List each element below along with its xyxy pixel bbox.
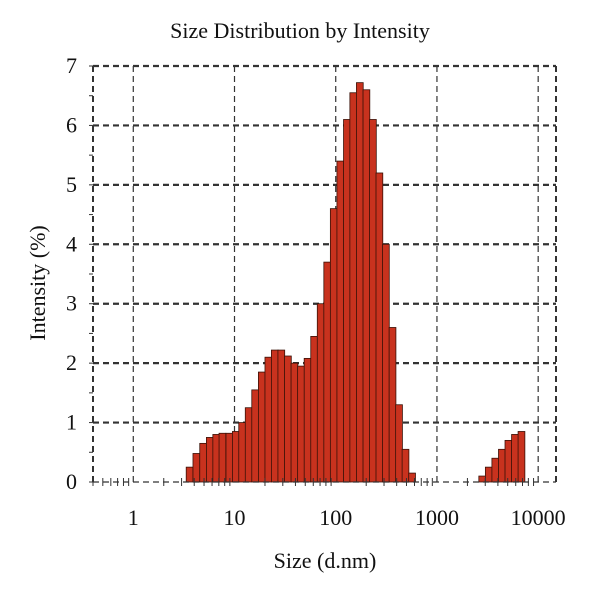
histogram-bar: [297, 365, 305, 483]
histogram-bar: [401, 448, 410, 483]
histogram-bar: [369, 119, 377, 483]
histogram-bar: [264, 356, 273, 483]
histogram-bar: [238, 422, 246, 483]
histogram-bar: [395, 404, 403, 483]
histogram-bar: [349, 92, 358, 483]
histogram-bar: [336, 160, 345, 483]
histogram-bar: [316, 303, 325, 483]
histogram-bar: [504, 439, 513, 483]
histogram-bar: [478, 475, 487, 483]
histogram-bar: [185, 466, 194, 483]
histogram-bar: [212, 434, 221, 483]
y-tick-label: 6: [66, 112, 77, 137]
histogram-bar: [257, 371, 266, 483]
histogram-bar: [343, 119, 351, 483]
y-tick-label: 1: [66, 410, 77, 435]
y-tick-label: 4: [66, 231, 77, 256]
histogram-bar: [244, 407, 253, 483]
histogram-bar: [498, 448, 506, 483]
histogram-bar: [251, 389, 259, 483]
histogram-bar: [382, 243, 390, 483]
y-tick-label: 2: [66, 350, 77, 375]
histogram-bar: [517, 431, 526, 483]
histogram-bar: [408, 472, 416, 483]
x-axis-label: Size (d.nm): [273, 548, 377, 573]
histogram-bar: [375, 172, 384, 483]
histogram-bar: [303, 357, 312, 483]
x-tick-label: 1: [128, 505, 139, 530]
y-tick-label: 5: [66, 172, 77, 197]
x-tick-label: 100: [319, 505, 352, 530]
histogram-bar: [206, 437, 214, 483]
y-tick-label: 3: [66, 291, 77, 316]
histogram-bar: [484, 466, 493, 483]
x-tick-label: 10000: [511, 505, 566, 530]
histogram-bar: [329, 208, 338, 483]
histogram-bar: [218, 432, 227, 483]
histogram-bar: [199, 442, 207, 483]
histogram-bar: [356, 82, 364, 483]
histogram-bar: [232, 431, 240, 483]
histogram-bar: [362, 89, 371, 483]
histogram-bar: [290, 362, 299, 483]
histogram-bar: [270, 349, 279, 483]
histogram-bar: [511, 434, 519, 483]
x-tick-label: 10: [224, 505, 246, 530]
histogram-bar: [388, 327, 397, 483]
histogram-bar: [284, 355, 292, 483]
histogram-bar: [310, 335, 318, 483]
y-tick-label: 7: [66, 53, 77, 78]
histogram-bar: [225, 432, 234, 483]
histogram-bar: [277, 349, 286, 483]
chart-title: Size Distribution by Intensity: [170, 18, 430, 43]
histogram-bar: [192, 453, 201, 483]
y-tick-label: 0: [66, 469, 77, 494]
x-tick-label: 1000: [415, 505, 459, 530]
histogram-bar: [323, 261, 332, 483]
